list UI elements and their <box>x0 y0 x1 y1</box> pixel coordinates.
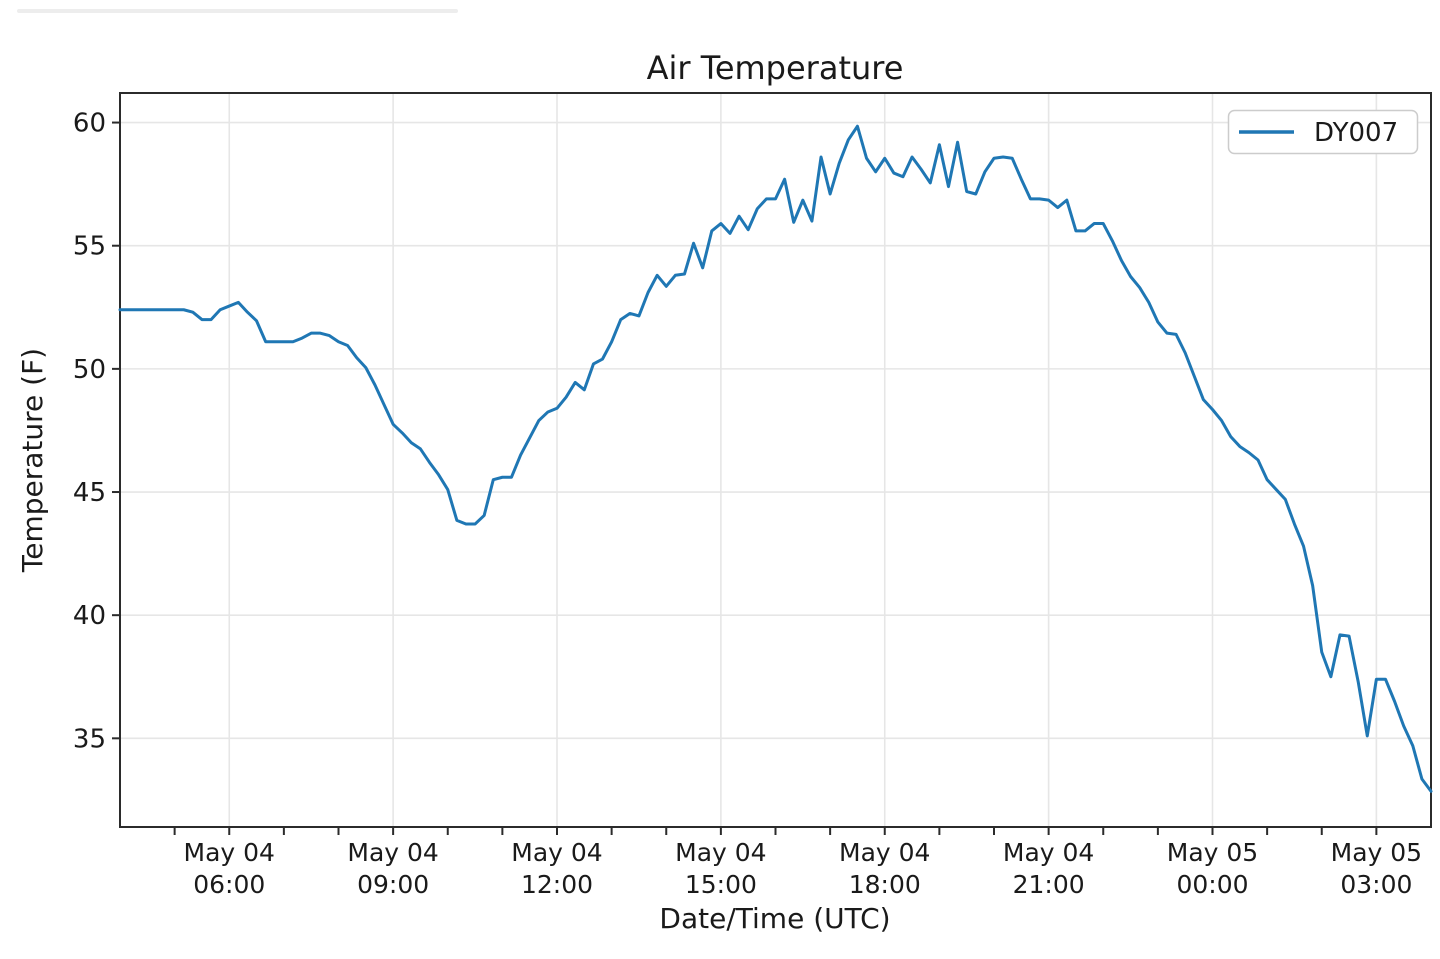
grid-layer <box>120 93 1431 827</box>
y-tick-label: 55 <box>73 232 106 262</box>
plot-border <box>119 92 1432 828</box>
legend-label: DY007 <box>1314 118 1398 148</box>
y-tick-label: 60 <box>73 109 106 139</box>
x-tick-label-date: May 04 <box>1003 838 1094 867</box>
x-tick-label-time: 21:00 <box>1013 870 1085 899</box>
series-layer <box>118 124 1433 793</box>
tick-label-layer: 35 40 45 50 55 60 May 04 06:00 May 04 09:00 May 04… <box>73 109 1422 899</box>
x-tick-label-time: 09:00 <box>357 870 429 899</box>
x-tick-label-time: 15:00 <box>685 870 757 899</box>
x-tick-label-date: May 04 <box>347 838 438 867</box>
y-tick-label: 40 <box>73 601 106 631</box>
x-tick-label-date: May 04 <box>675 838 766 867</box>
y-tick-label: 35 <box>73 724 106 754</box>
legend-box <box>1227 109 1419 155</box>
x-tick-label-date: May 05 <box>1167 838 1258 867</box>
x-tick-label-date: May 04 <box>511 838 602 867</box>
x-tick-label-time: 00:00 <box>1176 870 1248 899</box>
chart-title: Air Temperature <box>647 49 904 87</box>
y-axis-label: Temperature (F) <box>16 348 49 573</box>
x-tick-label-time: 18:00 <box>849 870 921 899</box>
x-axis-label: Date/Time (UTC) <box>659 902 890 935</box>
x-tick-label-time: 06:00 <box>193 870 265 899</box>
x-tick-label-time: 12:00 <box>521 870 593 899</box>
legend: DY007 <box>1227 109 1419 155</box>
top-left-artifact-bar <box>17 9 458 13</box>
x-tick-label-time: 03:00 <box>1340 870 1412 899</box>
x-tick-label-date: May 05 <box>1331 838 1422 867</box>
y-tick-label: 50 <box>73 355 106 385</box>
tick-layer <box>112 121 1378 835</box>
x-tick-label-date: May 04 <box>839 838 930 867</box>
y-tick-label: 45 <box>73 478 106 508</box>
x-tick-label-date: May 04 <box>184 838 275 867</box>
temperature-series-line <box>118 124 1433 793</box>
